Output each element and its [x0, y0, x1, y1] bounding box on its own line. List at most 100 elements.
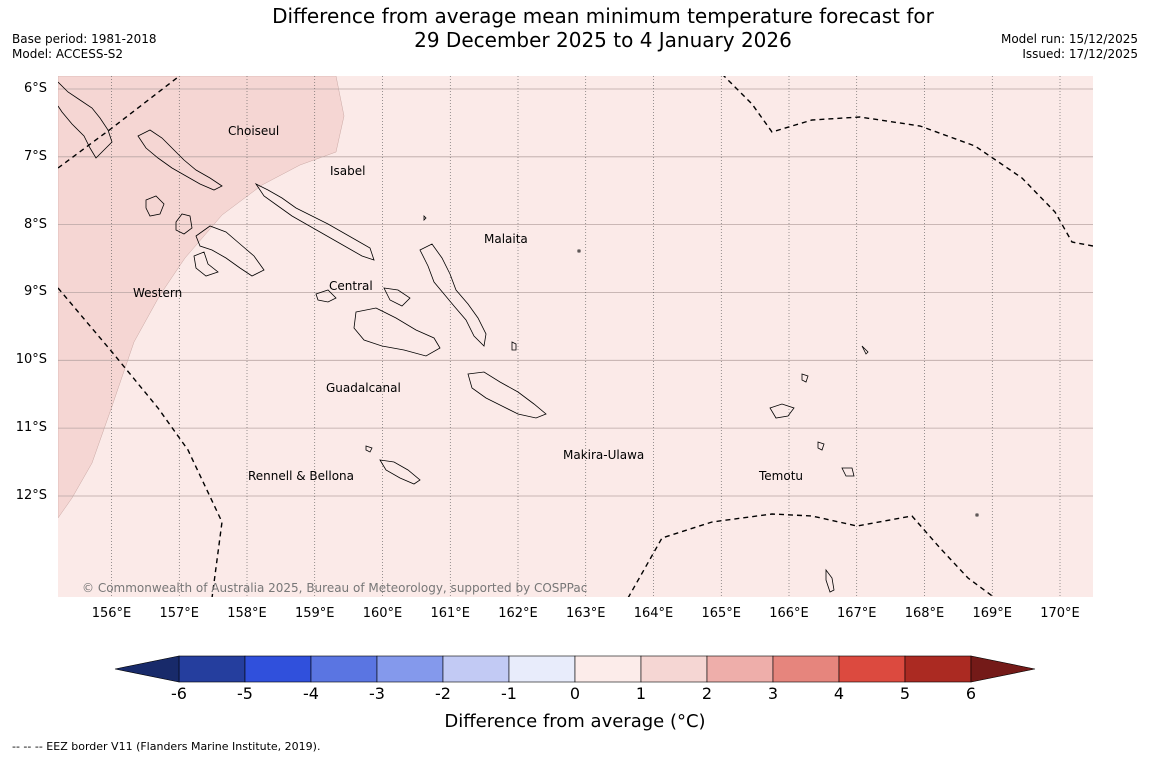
latitude-label: 12°S — [15, 487, 47, 503]
colorbar-tick-label: 3 — [767, 684, 779, 703]
colorbar-tick-label: -5 — [237, 684, 253, 703]
longitude-label: 157°E — [159, 606, 200, 621]
island-vanikoro — [841, 467, 855, 477]
island-makira — [467, 371, 547, 419]
island-duff — [861, 345, 869, 355]
island-utupua — [817, 441, 825, 451]
colorbar-label: Difference from average (°C) — [444, 711, 706, 732]
eez-border-south — [627, 513, 995, 597]
eez-border-north — [58, 76, 181, 169]
region-label-guadalcanal: Guadalcanal — [326, 381, 401, 395]
longitude-label: 170°E — [1040, 606, 1080, 621]
colorbar-cell — [904, 655, 972, 683]
issued-date: Issued: 17/12/2025 — [1022, 47, 1138, 61]
island-new-georgia — [195, 225, 265, 277]
latitude-label: 9°S — [23, 284, 47, 300]
colorbar-tick-label: -3 — [369, 684, 385, 703]
longitude-label: 158°E — [227, 606, 267, 621]
colorbar-tick-label: -1 — [501, 684, 517, 703]
latitude-gridlines — [58, 88, 1093, 497]
island-russell — [383, 287, 411, 307]
island-malaita — [419, 243, 487, 347]
island-vella-lavella — [145, 195, 165, 217]
island-nggela — [315, 289, 337, 303]
island-anuta — [975, 513, 979, 517]
longitude-label: 168°E — [904, 606, 945, 621]
longitude-label: 166°E — [769, 606, 809, 621]
longitude-label: 161°E — [430, 606, 471, 621]
colorbar-cell — [244, 655, 312, 683]
region-label-choiseul: Choiseul — [228, 124, 280, 138]
copyright-notice: © Commonwealth of Australia 2025, Bureau… — [82, 581, 588, 595]
region-label-makira-ulawa: Makira-Ulawa — [563, 448, 645, 462]
island-tikopia — [825, 568, 835, 593]
island-santa-cruz — [769, 403, 795, 419]
island-ulawa — [511, 341, 517, 351]
island-reef-islands — [801, 373, 809, 383]
colorbar-tick-label: 6 — [965, 684, 977, 703]
colorbar-tick-label: -4 — [303, 684, 319, 703]
metadata-left: Base period: 1981-2018 Model: ACCESS-S2 — [12, 32, 157, 62]
colorbar-tick-label: -2 — [435, 684, 451, 703]
latitude-label: 11°S — [15, 420, 47, 436]
colorbar-cell — [574, 655, 642, 683]
model-run: Model run: 15/12/2025 — [1000, 32, 1138, 46]
colorbar-over-triangle — [970, 655, 1036, 683]
longitude-label: 165°E — [701, 606, 742, 621]
region-label-rennell-bellona: Rennell & Bellona — [248, 469, 355, 483]
colorbar-under-triangle — [114, 655, 180, 683]
eez-borders — [58, 76, 1093, 597]
warm-anomaly-region — [58, 76, 345, 519]
island-sikaiana — [577, 249, 581, 253]
region-label-central: Central — [329, 279, 373, 293]
island-choiseul — [137, 129, 223, 191]
colorbar-cell — [442, 655, 510, 683]
colorbar-cell — [310, 655, 378, 683]
longitude-label: 159°E — [294, 606, 335, 621]
latitude-label: 7°S — [23, 148, 47, 164]
island-rennell — [379, 459, 421, 485]
base-period: Base period: 1981-2018 — [12, 32, 157, 46]
colorbar-cell — [838, 655, 906, 683]
colorbar-tick-label: 1 — [635, 684, 647, 703]
eez-legend: -- -- -- EEZ border V11 (Flanders Marine… — [12, 740, 321, 753]
latitude-label: 6°S — [23, 81, 47, 96]
map-title-line-1: Difference from average mean minimum tem… — [272, 4, 934, 28]
colorbar — [178, 655, 972, 683]
colorbar-cell — [376, 655, 444, 683]
eez-border-east — [723, 76, 1093, 247]
island-isabel — [254, 182, 375, 261]
colorbar-tick-label: 0 — [569, 684, 581, 703]
colorbar-cell — [178, 655, 246, 683]
island-rendova — [193, 251, 219, 277]
longitude-label: 164°E — [633, 606, 674, 621]
longitude-label: 156°E — [91, 606, 132, 621]
colorbar-cell — [706, 655, 774, 683]
longitude-label: 167°E — [836, 606, 877, 621]
region-label-isabel: Isabel — [330, 164, 366, 178]
longitude-label: 160°E — [362, 606, 403, 621]
eez-border-west — [58, 287, 223, 597]
island-bougainville — [58, 81, 113, 159]
longitude-label: 169°E — [972, 606, 1013, 621]
colorbar-tick-label: 5 — [899, 684, 911, 703]
region-label-malaita: Malaita — [484, 232, 528, 246]
island-ontong-java — [423, 215, 427, 221]
metadata-right: Model run: 15/12/2025 Issued: 17/12/2025 — [1001, 32, 1138, 62]
colorbar-tick-label: 4 — [833, 684, 845, 703]
island-kolombangara — [175, 213, 193, 235]
latitude-label: 10°S — [15, 352, 47, 368]
longitude-label: 163°E — [565, 606, 606, 621]
colorbar-tick-label: -6 — [171, 684, 187, 703]
island-outlines — [58, 81, 979, 593]
island-bellona — [365, 445, 373, 453]
colorbar-cell — [640, 655, 708, 683]
colorbar-cell — [772, 655, 840, 683]
island-guadalcanal — [353, 307, 441, 357]
region-label-western: Western — [133, 286, 183, 300]
colorbar-cell — [508, 655, 576, 683]
longitude-label: 162°E — [498, 606, 538, 621]
region-label-temotu: Temotu — [759, 469, 804, 483]
latitude-label: 8°S — [23, 216, 47, 232]
